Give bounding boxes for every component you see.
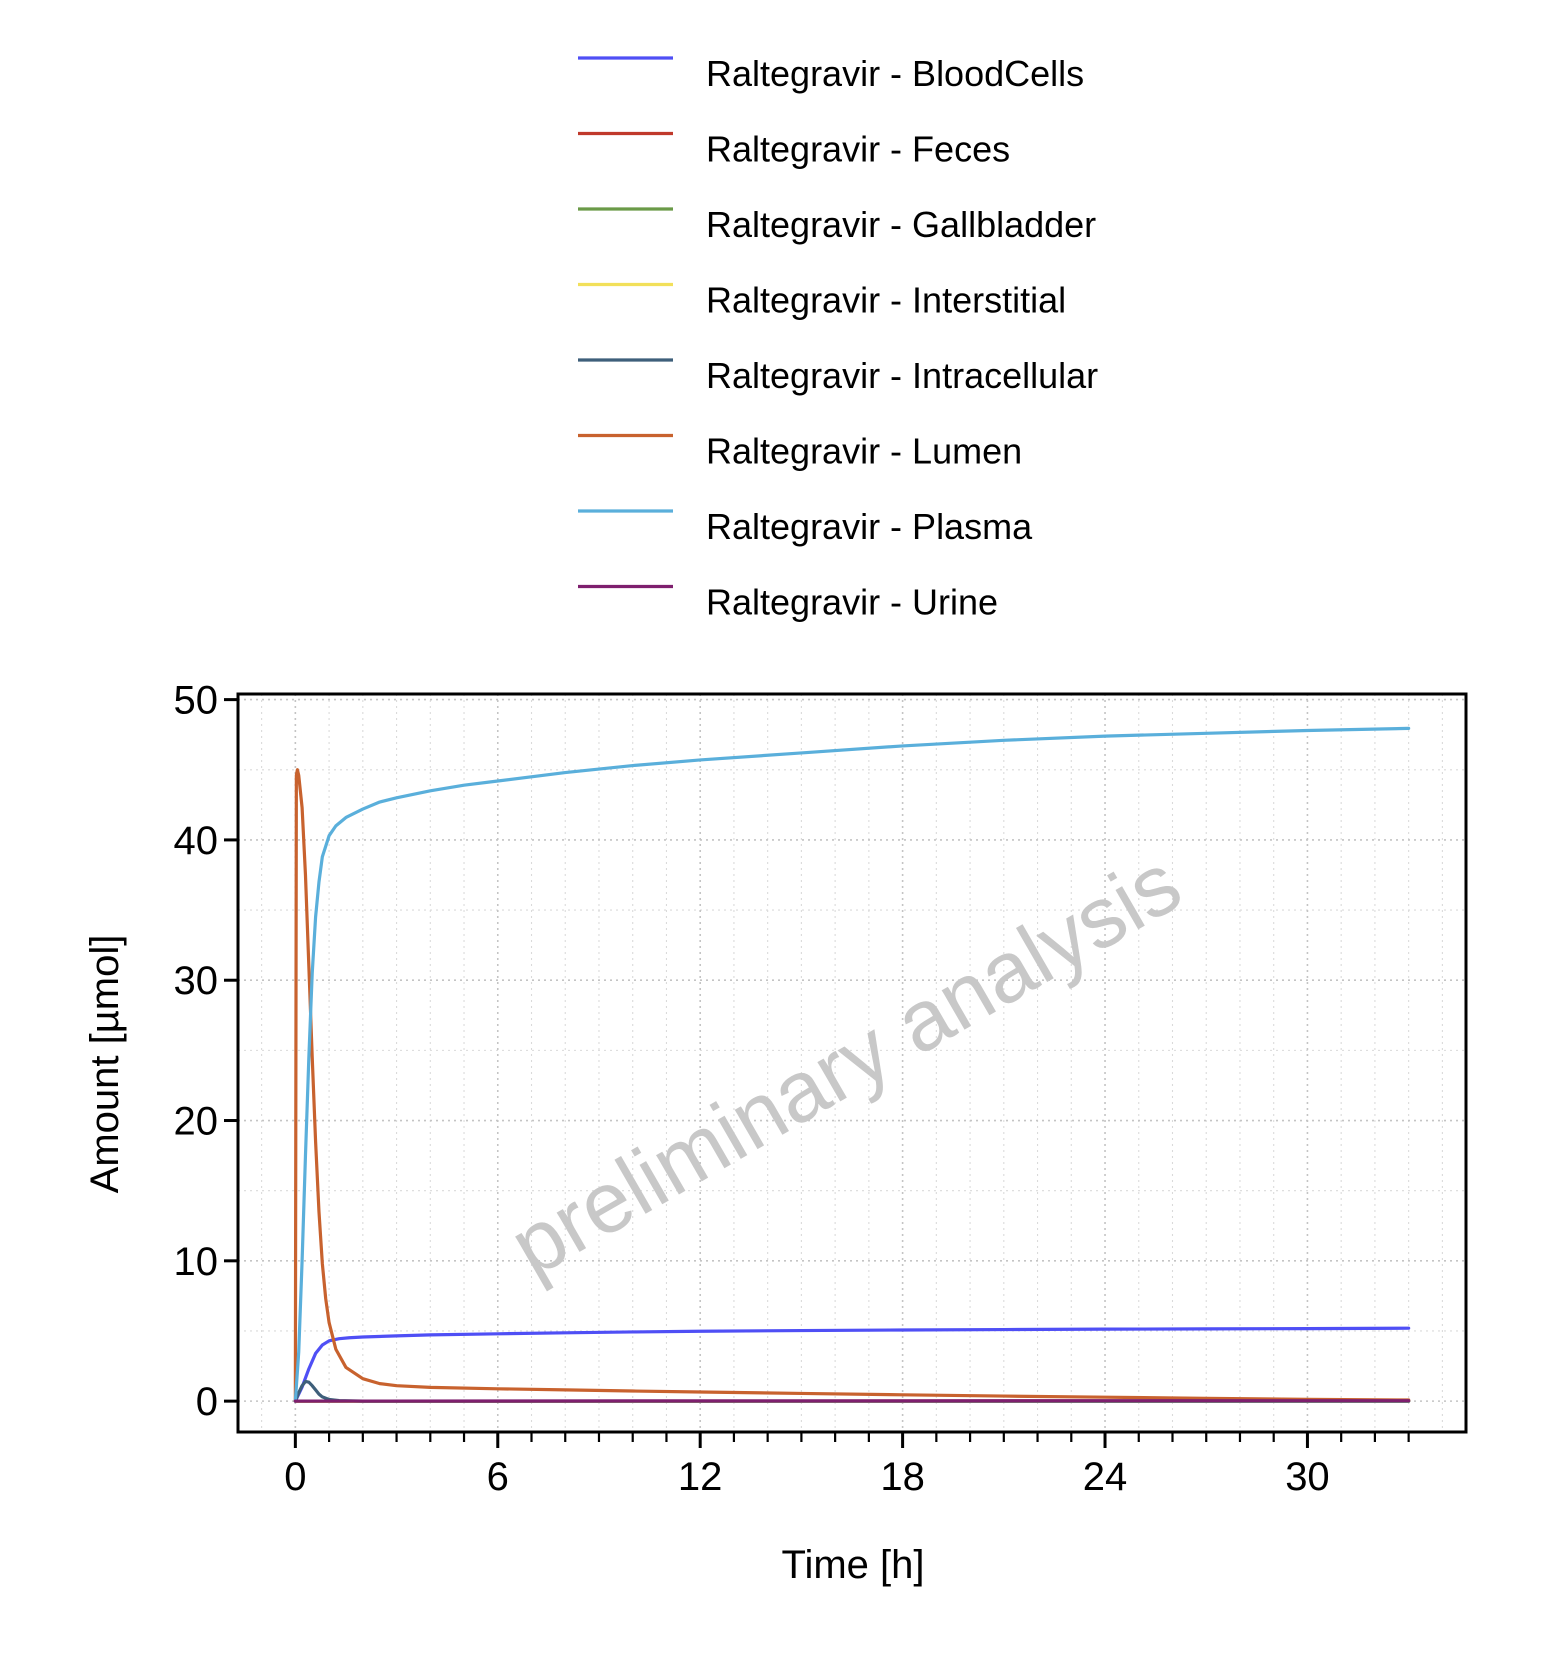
x-tick-label: 24	[1083, 1455, 1128, 1499]
y-tick-label: 40	[174, 819, 219, 863]
legend-label: Raltegravir - Plasma	[706, 506, 1033, 547]
series-lines	[293, 726, 1411, 1403]
legend-label: Raltegravir - Gallbladder	[706, 204, 1096, 245]
legend-label: Raltegravir - Interstitial	[706, 280, 1066, 321]
y-tick-label: 30	[174, 959, 219, 1003]
y-axis: 0 10 20 30 40 50	[174, 679, 238, 1424]
legend-label: Raltegravir - BloodCells	[706, 53, 1084, 94]
x-tick-label: 18	[880, 1455, 925, 1499]
minor-grid	[238, 694, 1466, 1432]
x-tick-label: 30	[1285, 1455, 1330, 1499]
series-line-raltegravir-bloodcells	[293, 1326, 1411, 1403]
legend: Raltegravir - BloodCells Raltegravir - Fe…	[578, 53, 1098, 623]
legend-label: Raltegravir - Intracellular	[706, 355, 1098, 396]
x-tick-label: 12	[678, 1455, 723, 1499]
x-axis-title: Time [h]	[782, 1543, 925, 1587]
y-tick-label: 50	[174, 679, 219, 723]
y-axis-title: Amount [µmol]	[83, 935, 127, 1194]
y-tick-label: 0	[196, 1380, 218, 1424]
series-line-raltegravir-plasma	[293, 726, 1411, 1403]
legend-label: Raltegravir - Feces	[706, 129, 1010, 170]
x-tick-label: 0	[284, 1455, 306, 1499]
legend-label: Raltegravir - Urine	[706, 582, 998, 623]
series-line-raltegravir-lumen	[293, 768, 1411, 1403]
y-tick-label: 20	[174, 1100, 219, 1144]
x-tick-label: 6	[487, 1455, 509, 1499]
watermark-text: preliminary analysis	[495, 835, 1197, 1296]
plot-frame	[236, 692, 1468, 1434]
y-tick-label: 10	[174, 1240, 219, 1284]
x-axis: 0 6 12 18 24 30	[284, 1432, 1410, 1499]
legend-label: Raltegravir - Lumen	[706, 431, 1022, 472]
